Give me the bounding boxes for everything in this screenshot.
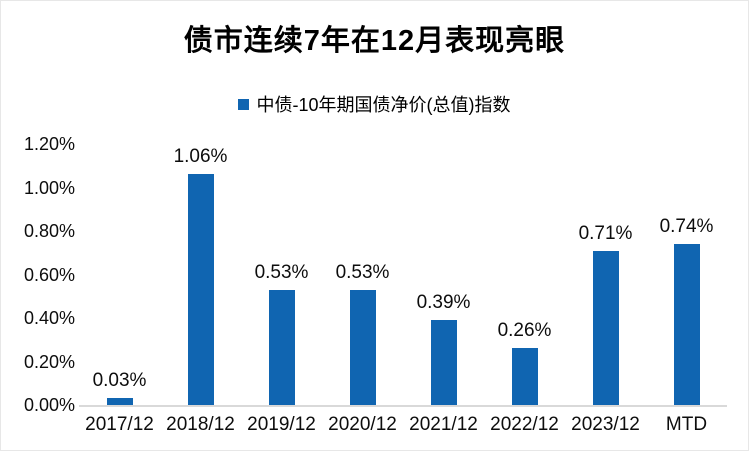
bar: [349, 289, 376, 405]
y-axis-tick-label: 0.40%: [23, 308, 75, 328]
bar: [592, 250, 619, 405]
bar: [187, 174, 214, 405]
legend-label: 中债-10年期国债净价(总值)指数: [256, 95, 511, 115]
y-axis-tick-label: 1.00%: [23, 177, 75, 198]
legend: 中债-10年期国债净价(总值)指数: [1, 91, 748, 117]
bar-value-label: 0.39%: [416, 292, 471, 314]
x-axis-label: 2021/12: [409, 414, 478, 435]
y-axis-tick-label: 0.80%: [23, 221, 75, 241]
chart-title: 债市连续7年在12月表现亮眼: [183, 25, 566, 57]
bar: [430, 320, 457, 405]
y-axis-tick-label: 0.60%: [23, 264, 75, 285]
x-axis-label: 2023/12: [571, 414, 640, 435]
bar-value-label: 0.26%: [497, 320, 552, 342]
x-axis-label: 2020/12: [328, 414, 397, 435]
y-axis-tick-label: 0.00%: [23, 395, 75, 415]
bar: [673, 244, 700, 405]
bar-value-label: 0.53%: [254, 261, 309, 283]
bar-value-label: 0.71%: [578, 222, 633, 244]
x-axis-line: [79, 405, 727, 407]
bar: [268, 289, 295, 405]
bar-value-label: 0.74%: [659, 216, 714, 238]
x-axis-label: MTD: [665, 414, 708, 435]
legend-swatch-icon: [238, 98, 250, 110]
y-axis-tick-label: 1.20%: [23, 134, 75, 154]
bar-value-label: 0.03%: [92, 370, 147, 392]
y-axis-tick-label: 0.20%: [23, 351, 75, 372]
bar: [106, 398, 133, 405]
bar-value-label: 1.06%: [173, 146, 228, 168]
x-axis-label: 2022/12: [490, 414, 559, 435]
bar-value-label: 0.53%: [335, 261, 390, 283]
bar: [511, 348, 538, 405]
x-axis-label: 2017/12: [85, 414, 154, 435]
x-axis-label: 2018/12: [166, 414, 235, 435]
x-axis-label: 2019/12: [247, 414, 316, 435]
